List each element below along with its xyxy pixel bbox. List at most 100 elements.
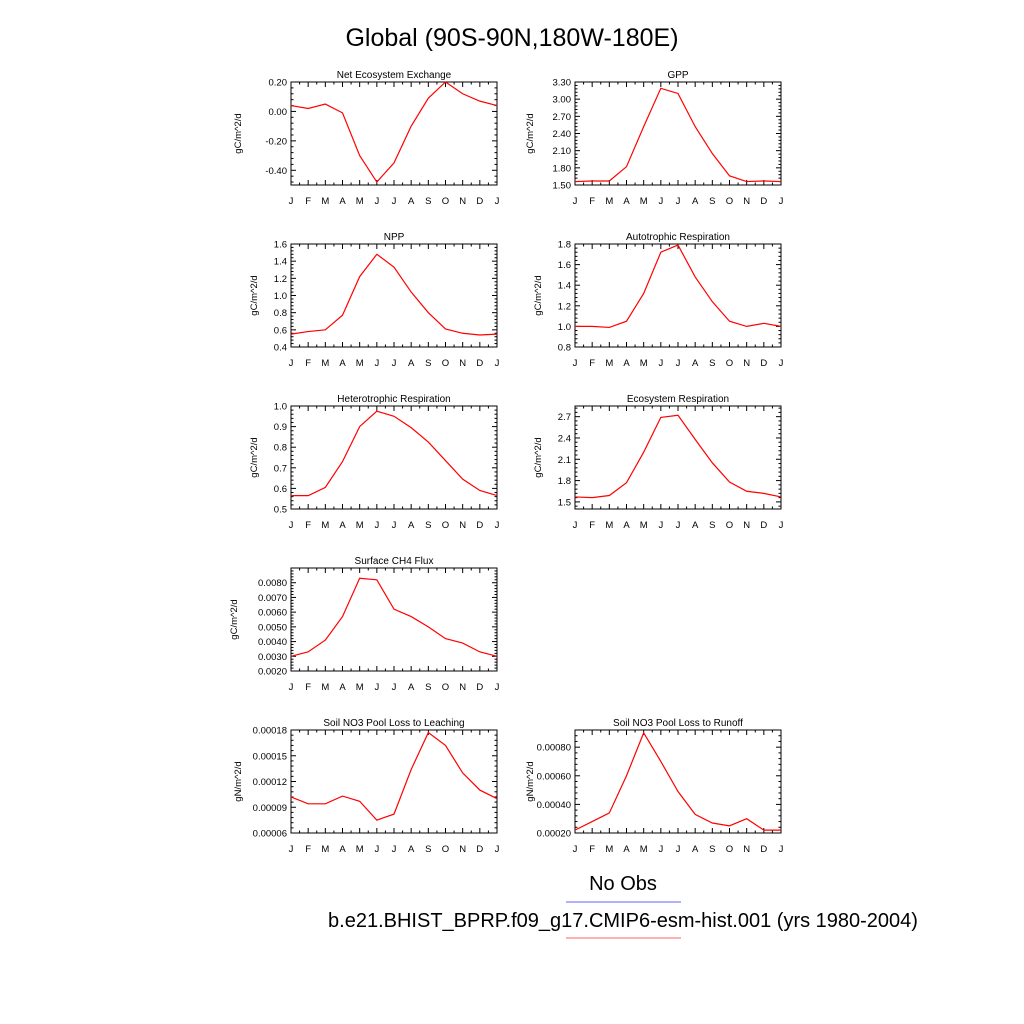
y-tick-label: 2.4 [558, 433, 571, 444]
x-tick-label: N [743, 844, 750, 855]
series-line [574, 731, 781, 831]
series-line [290, 253, 498, 336]
x-tick-label: O [726, 520, 733, 531]
x-tick-label: J [573, 844, 578, 855]
x-tick-label: J [289, 682, 294, 693]
x-tick-label: M [640, 520, 648, 531]
y-tick-label: 0.0040 [258, 637, 287, 648]
x-tick-label: F [589, 358, 595, 369]
x-tick-label: J [573, 196, 578, 207]
y-tick-label: 1.8 [558, 240, 571, 251]
series-line [290, 731, 498, 821]
y-tick-label: 1.4 [558, 281, 571, 292]
x-tick-label: J [289, 196, 294, 207]
y-tick-label: 0.9 [274, 422, 287, 433]
x-tick-label: S [425, 844, 431, 855]
y-tick-label: -0.20 [265, 136, 287, 147]
plot-frame [290, 81, 498, 186]
y-tick-label: 2.7 [558, 412, 571, 423]
x-tick-label: A [623, 358, 630, 369]
x-tick-label: J [392, 196, 397, 207]
plot-frame [574, 405, 782, 510]
y-tick-label: 0.0030 [258, 652, 287, 663]
figure-title: Global (90S-90N,180W-180E) [345, 24, 678, 52]
y-tick-label: 2.40 [553, 129, 572, 140]
x-tick-label: N [459, 520, 466, 531]
x-tick-label: J [289, 520, 294, 531]
x-tick-label: A [408, 358, 415, 369]
series-line [290, 577, 498, 657]
x-tick-label: M [605, 358, 613, 369]
legend-model-label: b.e21.BHIST_BPRP.f09_g17.CMIP6-esm-hist.… [328, 910, 918, 932]
x-tick-label: S [425, 196, 431, 207]
x-tick-label: A [408, 682, 415, 693]
chart-title: Soil NO3 Pool Loss to Runoff [613, 718, 743, 729]
y-axis-label: gC/m^2/d [249, 275, 260, 315]
x-tick-label: A [692, 358, 699, 369]
y-tick-label: 1.2 [558, 301, 571, 312]
y-axis-label: gN/m^2/d [525, 761, 536, 801]
y-axis-label: gC/m^2/d [249, 437, 260, 477]
y-tick-label: 0.00040 [537, 800, 571, 811]
y-tick-label: 0.8 [274, 443, 287, 454]
plot-frame [574, 243, 782, 348]
y-tick-label: 1.5 [558, 497, 571, 508]
y-tick-label: 1.0 [274, 402, 287, 413]
chart-title: NPP [384, 232, 405, 243]
x-tick-label: M [605, 520, 613, 531]
y-tick-label: 1.0 [274, 291, 287, 302]
x-tick-label: D [476, 196, 483, 207]
x-tick-label: M [356, 196, 364, 207]
y-tick-label: 0.8 [274, 308, 287, 319]
y-axis-label: gC/m^2/d [533, 437, 544, 477]
x-tick-label: J [676, 844, 681, 855]
y-tick-label: 0.0060 [258, 608, 287, 619]
y-tick-label: 0.5 [274, 505, 287, 516]
x-tick-label: M [321, 844, 329, 855]
plot-frame [574, 729, 782, 834]
chart-title: Ecosystem Respiration [627, 394, 729, 405]
x-tick-label: J [779, 196, 784, 207]
y-axis-label: gN/m^2/d [233, 761, 244, 801]
x-tick-label: D [476, 358, 483, 369]
x-tick-label: A [623, 196, 630, 207]
x-tick-label: D [760, 196, 767, 207]
plot-frame [290, 567, 498, 672]
x-tick-label: D [760, 358, 767, 369]
y-tick-label: 0.0050 [258, 622, 287, 633]
x-tick-label: J [392, 682, 397, 693]
x-tick-label: J [374, 682, 379, 693]
x-tick-label: J [658, 844, 663, 855]
x-tick-label: D [476, 844, 483, 855]
y-tick-label: 0.00009 [253, 803, 287, 814]
x-tick-label: J [289, 358, 294, 369]
chart-title: Soil NO3 Pool Loss to Leaching [323, 718, 464, 729]
x-tick-label: O [442, 196, 449, 207]
x-tick-label: M [640, 844, 648, 855]
y-tick-label: 1.80 [553, 163, 572, 174]
y-axis-label: gC/m^2/d [233, 113, 244, 153]
x-tick-label: M [356, 520, 364, 531]
x-tick-label: A [408, 520, 415, 531]
x-tick-label: D [476, 682, 483, 693]
x-tick-label: M [321, 520, 329, 531]
x-tick-label: A [339, 682, 346, 693]
x-tick-label: O [726, 196, 733, 207]
y-tick-label: 2.70 [553, 112, 572, 123]
x-tick-label: N [743, 358, 750, 369]
x-tick-label: S [709, 520, 715, 531]
y-tick-label: 0.0080 [258, 578, 287, 589]
x-tick-label: J [779, 844, 784, 855]
x-tick-label: J [779, 520, 784, 531]
x-tick-label: N [743, 196, 750, 207]
x-tick-label: A [408, 844, 415, 855]
x-tick-label: J [676, 520, 681, 531]
x-tick-label: O [442, 844, 449, 855]
y-tick-label: 0.00 [269, 107, 288, 118]
